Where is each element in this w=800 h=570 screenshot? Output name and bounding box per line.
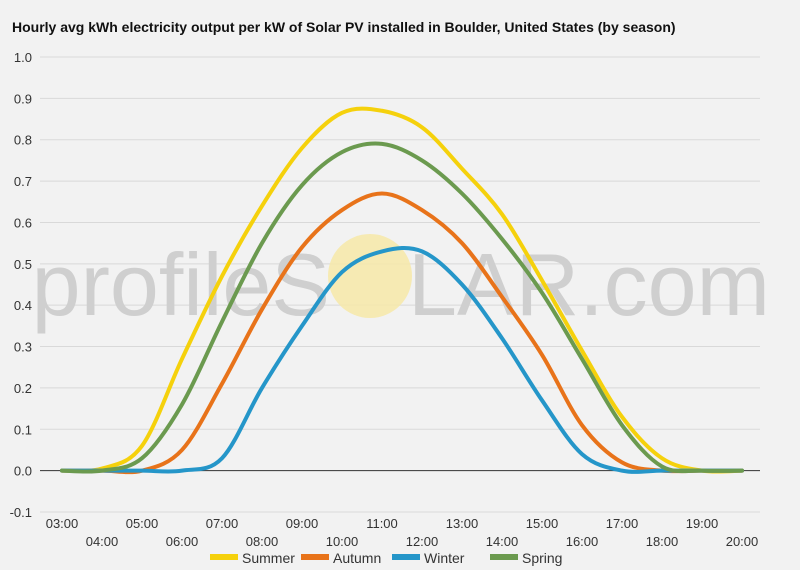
x-tick-label: 18:00 xyxy=(646,534,679,549)
y-axis-ticks: -0.1 0.0 0.1 0.2 0.3 0.4 0.5 0.6 0.7 0.8 0.9 1.0 xyxy=(10,50,32,520)
x-tick-label: 20:00 xyxy=(726,534,759,549)
series-line-winter xyxy=(60,246,744,474)
legend-swatch-autumn xyxy=(301,554,329,560)
y-tick-label: 0.9 xyxy=(14,91,32,106)
watermark-sun-icon xyxy=(328,234,412,318)
y-tick-label: 0.1 xyxy=(14,422,32,437)
x-axis-ticks: 03:00 04:00 05:00 06:00 07:00 08:00 09:00 10:00… xyxy=(46,516,759,549)
x-tick-label: 04:00 xyxy=(86,534,119,549)
legend-swatch-winter xyxy=(392,554,420,560)
x-tick-label: 15:00 xyxy=(526,516,559,531)
x-tick-label: 13:00 xyxy=(446,516,479,531)
y-tick-label: 0.2 xyxy=(14,381,32,396)
series-lines xyxy=(60,106,744,475)
legend-label-summer: Summer xyxy=(242,550,295,566)
x-tick-label: 14:00 xyxy=(486,534,519,549)
gridlines xyxy=(40,56,760,513)
legend: Summer Autumn Winter Spring xyxy=(210,550,562,566)
y-tick-label: 1.0 xyxy=(14,50,32,65)
legend-swatch-summer xyxy=(210,554,238,560)
y-tick-label: 0.0 xyxy=(14,464,32,479)
series-line-spring xyxy=(60,141,744,474)
x-tick-label: 11:00 xyxy=(366,516,398,531)
x-tick-label: 06:00 xyxy=(166,534,199,549)
y-tick-label: 0.5 xyxy=(14,257,32,272)
watermark: profileS LAR.com xyxy=(32,234,770,334)
x-tick-label: 10:00 xyxy=(326,534,359,549)
x-tick-label: 08:00 xyxy=(246,534,279,549)
x-tick-label: 12:00 xyxy=(406,534,439,549)
x-tick-label: 03:00 xyxy=(46,516,79,531)
y-tick-label: -0.1 xyxy=(10,505,32,520)
chart-title: Hourly avg kWh electricity output per kW… xyxy=(12,19,676,35)
x-tick-label: 16:00 xyxy=(566,534,599,549)
series-line-summer xyxy=(60,106,744,474)
legend-label-spring: Spring xyxy=(522,550,562,566)
x-tick-label: 07:00 xyxy=(206,516,239,531)
series-line-autumn xyxy=(60,191,744,475)
x-tick-label: 17:00 xyxy=(606,516,639,531)
x-tick-label: 09:00 xyxy=(286,516,319,531)
legend-label-autumn: Autumn xyxy=(333,550,381,566)
y-tick-label: 0.4 xyxy=(14,298,32,313)
watermark-text-left: profileS xyxy=(32,235,330,334)
y-tick-label: 0.3 xyxy=(14,340,32,355)
x-tick-label: 05:00 xyxy=(126,516,159,531)
legend-label-winter: Winter xyxy=(424,550,465,566)
y-tick-label: 0.6 xyxy=(14,215,32,230)
y-tick-label: 0.7 xyxy=(14,174,32,189)
y-tick-label: 0.8 xyxy=(14,133,32,148)
legend-swatch-spring xyxy=(490,554,518,560)
x-tick-label: 19:00 xyxy=(686,516,719,531)
